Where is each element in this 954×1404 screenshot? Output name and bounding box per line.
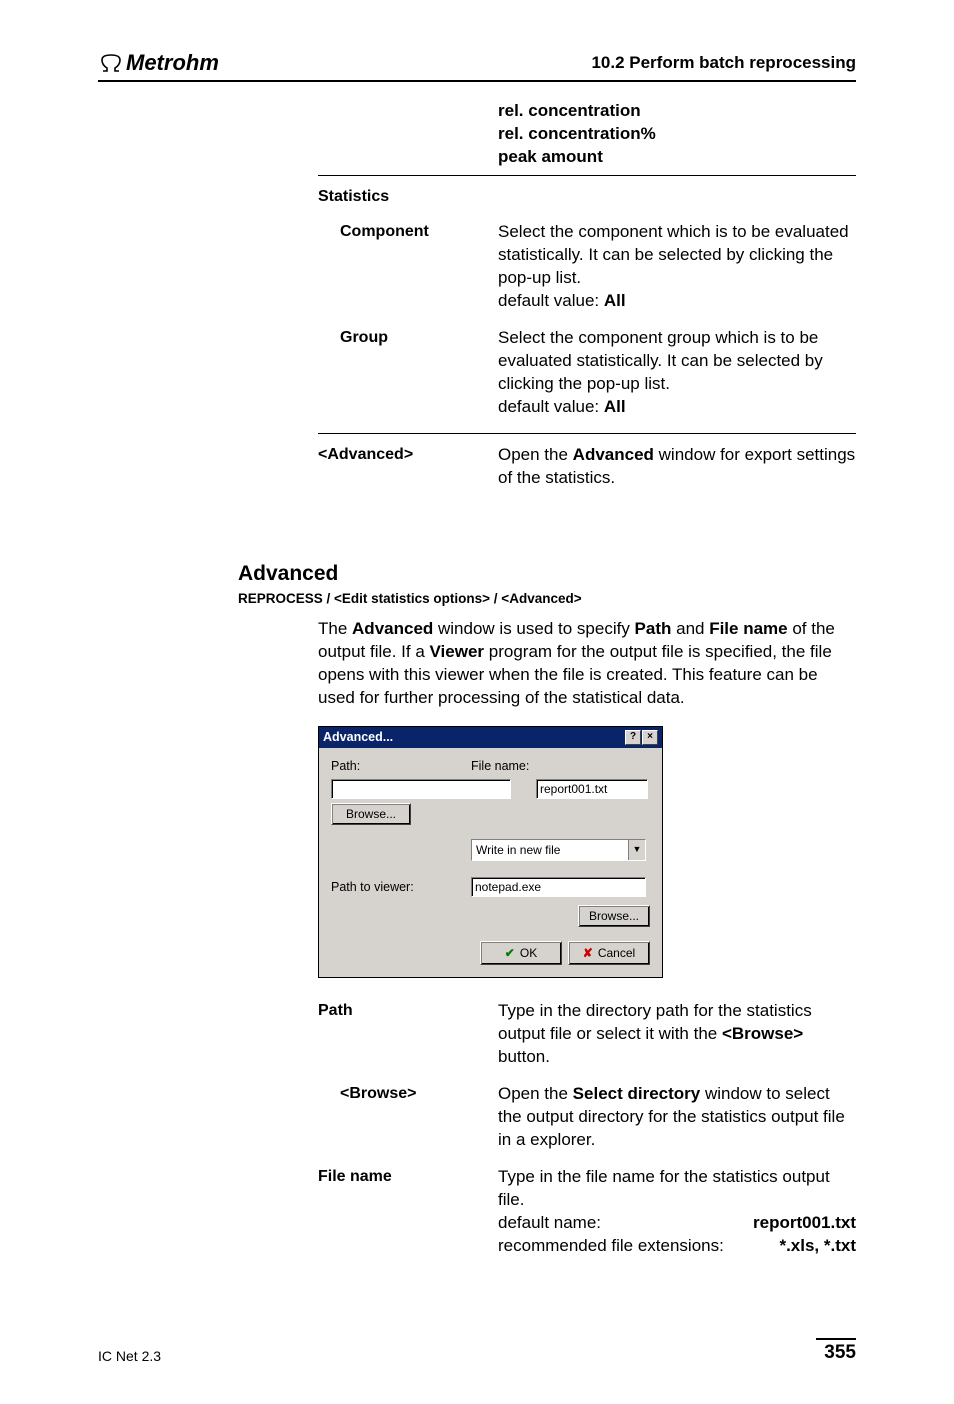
def-desc-advanced: Open the Advanced window for export sett… — [498, 444, 856, 490]
omega-icon — [98, 53, 124, 73]
filename-label: File name: — [471, 758, 681, 775]
path-label: Path: — [331, 758, 471, 775]
def-label-group: Group — [318, 327, 498, 419]
viewer-input[interactable] — [471, 877, 646, 897]
x-icon: ✘ — [583, 945, 593, 961]
page-header: Metrohm 10.2 Perform batch reprocessing — [98, 50, 856, 82]
browse-viewer-button[interactable]: Browse... — [578, 905, 650, 927]
list-item: peak amount — [498, 146, 856, 169]
section-heading-advanced: Advanced — [238, 560, 856, 588]
browse-path-button[interactable]: Browse... — [331, 803, 411, 825]
viewer-label: Path to viewer: — [331, 879, 471, 896]
divider — [318, 433, 856, 434]
intro-paragraph: The Advanced window is used to specify P… — [318, 618, 856, 710]
cancel-button[interactable]: ✘ Cancel — [568, 941, 650, 965]
divider — [318, 175, 856, 176]
close-icon[interactable]: × — [642, 730, 658, 745]
def-label-browse: <Browse> — [318, 1083, 498, 1152]
path-input[interactable] — [331, 779, 511, 799]
footer-product: IC Net 2.3 — [98, 1348, 161, 1364]
brand-logo: Metrohm — [98, 50, 219, 76]
check-icon: ✔ — [505, 945, 515, 961]
def-desc-path: Type in the directory path for the stati… — [498, 1000, 856, 1069]
concentration-list: rel. concentration rel. concentration% p… — [498, 100, 856, 169]
breadcrumb: REPROCESS / <Edit statistics options> / … — [238, 590, 856, 608]
def-label-path: Path — [318, 1000, 498, 1069]
def-desc-filename: Type in the file name for the statistics… — [498, 1166, 856, 1258]
def-label-filename: File name — [318, 1166, 498, 1258]
write-mode-select[interactable]: Write in new file ▼ — [471, 839, 646, 861]
chevron-down-icon: ▼ — [628, 840, 645, 860]
dialog-titlebar: Advanced... ? × — [319, 727, 662, 748]
def-desc-group: Select the component group which is to b… — [498, 327, 856, 419]
list-item: rel. concentration — [498, 100, 856, 123]
ok-button[interactable]: ✔ OK — [480, 941, 562, 965]
dialog-title: Advanced... — [323, 729, 393, 746]
header-section: 10.2 Perform batch reprocessing — [591, 53, 856, 73]
write-mode-value: Write in new file — [472, 840, 628, 860]
statistics-heading: Statistics — [318, 186, 498, 208]
def-label-advanced: <Advanced> — [318, 444, 498, 490]
list-item: rel. concentration% — [498, 123, 856, 146]
def-desc-browse: Open the Select directory window to sele… — [498, 1083, 856, 1152]
help-icon[interactable]: ? — [625, 730, 641, 745]
filename-input[interactable] — [536, 779, 648, 799]
def-label-component: Component — [318, 221, 498, 313]
advanced-dialog: Advanced... ? × Path: File name: — [318, 726, 663, 978]
logo-text: Metrohm — [126, 50, 219, 76]
def-desc-component: Select the component which is to be eval… — [498, 221, 856, 313]
